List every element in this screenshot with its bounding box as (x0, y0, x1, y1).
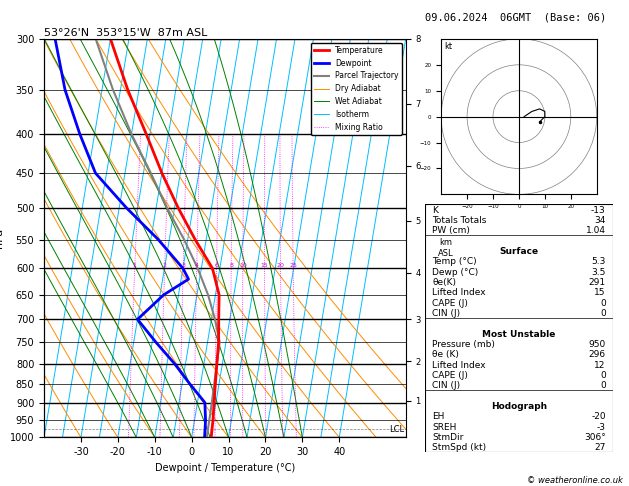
Text: 296: 296 (589, 350, 606, 359)
Text: kt: kt (444, 42, 452, 51)
Text: Temp (°C): Temp (°C) (432, 257, 477, 266)
Text: 3: 3 (181, 263, 185, 268)
Text: Pressure (mb): Pressure (mb) (432, 340, 495, 349)
Text: θe(K): θe(K) (432, 278, 456, 287)
Text: Totals Totals: Totals Totals (432, 216, 486, 225)
X-axis label: Dewpoint / Temperature (°C): Dewpoint / Temperature (°C) (155, 463, 295, 473)
Text: Lifted Index: Lifted Index (432, 361, 486, 369)
Text: StmSpd (kt): StmSpd (kt) (432, 443, 486, 452)
Text: Lifted Index: Lifted Index (432, 288, 486, 297)
Legend: Temperature, Dewpoint, Parcel Trajectory, Dry Adiabat, Wet Adiabat, Isotherm, Mi: Temperature, Dewpoint, Parcel Trajectory… (311, 43, 402, 135)
Text: CAPE (J): CAPE (J) (432, 298, 468, 308)
Text: 5.3: 5.3 (591, 257, 606, 266)
Text: 1: 1 (133, 263, 136, 268)
Text: 1.04: 1.04 (586, 226, 606, 235)
Text: CIN (J): CIN (J) (432, 309, 460, 318)
Text: 306°: 306° (584, 433, 606, 442)
Text: 0: 0 (600, 371, 606, 380)
Text: Most Unstable: Most Unstable (482, 330, 555, 339)
Text: 291: 291 (589, 278, 606, 287)
Text: -20: -20 (591, 412, 606, 421)
Text: 20: 20 (277, 263, 284, 268)
Text: -13: -13 (591, 206, 606, 215)
Text: 2: 2 (163, 263, 167, 268)
Text: EH: EH (432, 412, 445, 421)
Text: 950: 950 (589, 340, 606, 349)
Text: 3.5: 3.5 (591, 268, 606, 277)
Text: © weatheronline.co.uk: © weatheronline.co.uk (527, 475, 623, 485)
Text: StmDir: StmDir (432, 433, 464, 442)
Text: 15: 15 (594, 288, 606, 297)
Text: 53°26'N  353°15'W  87m ASL: 53°26'N 353°15'W 87m ASL (44, 28, 208, 38)
Text: 8: 8 (229, 263, 233, 268)
Text: SREH: SREH (432, 422, 457, 432)
Text: 15: 15 (260, 263, 269, 268)
Text: 0: 0 (600, 298, 606, 308)
Text: 09.06.2024  06GMT  (Base: 06): 09.06.2024 06GMT (Base: 06) (425, 12, 606, 22)
Y-axis label: hPa: hPa (0, 228, 4, 248)
Text: CAPE (J): CAPE (J) (432, 371, 468, 380)
Text: Hodograph: Hodograph (491, 402, 547, 411)
Text: CIN (J): CIN (J) (432, 381, 460, 390)
Y-axis label: km
ASL: km ASL (438, 238, 454, 258)
Text: 27: 27 (594, 443, 606, 452)
Text: Dewp (°C): Dewp (°C) (432, 268, 479, 277)
Text: K: K (432, 206, 438, 215)
Text: PW (cm): PW (cm) (432, 226, 470, 235)
Text: LCL: LCL (389, 424, 404, 434)
Text: 0: 0 (600, 309, 606, 318)
Text: 12: 12 (594, 361, 606, 369)
Text: 34: 34 (594, 216, 606, 225)
Text: -3: -3 (597, 422, 606, 432)
Text: 25: 25 (289, 263, 297, 268)
Text: 4: 4 (195, 263, 199, 268)
Text: 10: 10 (239, 263, 247, 268)
Text: θe (K): θe (K) (432, 350, 459, 359)
Text: 6: 6 (214, 263, 218, 268)
Text: Surface: Surface (499, 247, 538, 256)
Text: 0: 0 (600, 381, 606, 390)
